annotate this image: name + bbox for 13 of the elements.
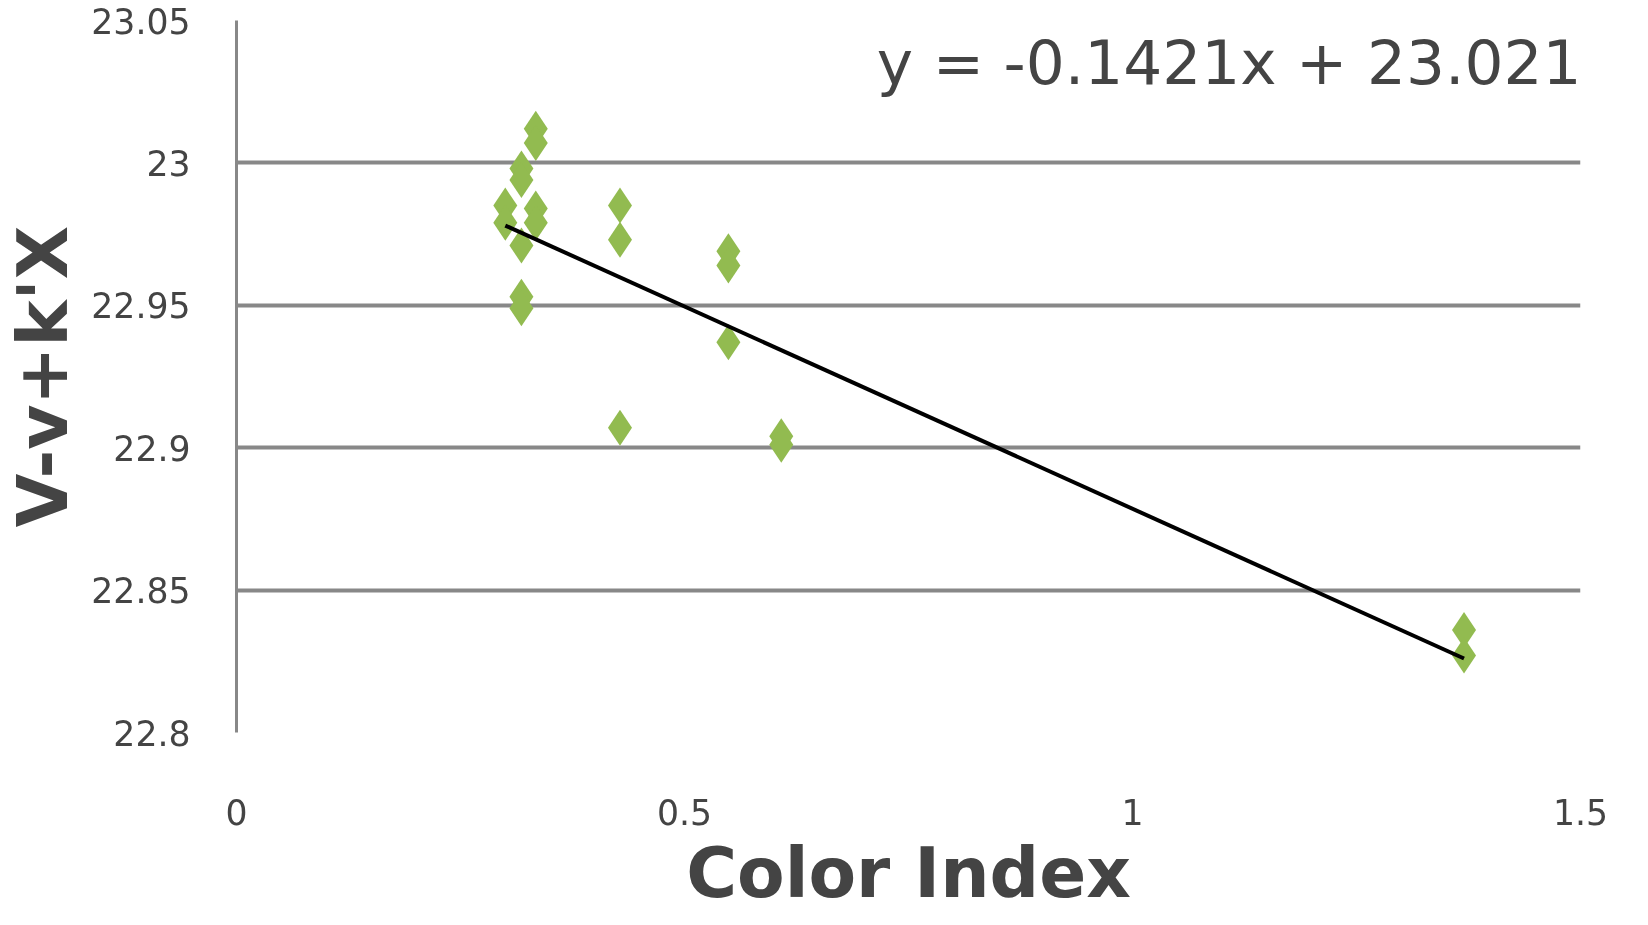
y-tick-label: 22.9	[113, 428, 191, 469]
x-tick-label: 0	[225, 792, 248, 833]
y-tick-label: 22.95	[91, 286, 191, 327]
x-tick-label: 0.5	[656, 792, 713, 833]
y-tick-label: 23.05	[91, 1, 191, 42]
y-tick-label: 23	[146, 143, 191, 184]
y-axis-title: V-v+k'X	[3, 225, 84, 528]
annotation: y = -0.1421x + 23.021	[876, 26, 1582, 98]
y-tick-label: 22.85	[91, 571, 191, 612]
y-tick-label: 22.8	[113, 713, 191, 754]
x-tick-label: 1.5	[1552, 792, 1609, 833]
x-axis-title: Color Index	[686, 832, 1131, 913]
x-tick-label: 1	[1121, 792, 1144, 833]
